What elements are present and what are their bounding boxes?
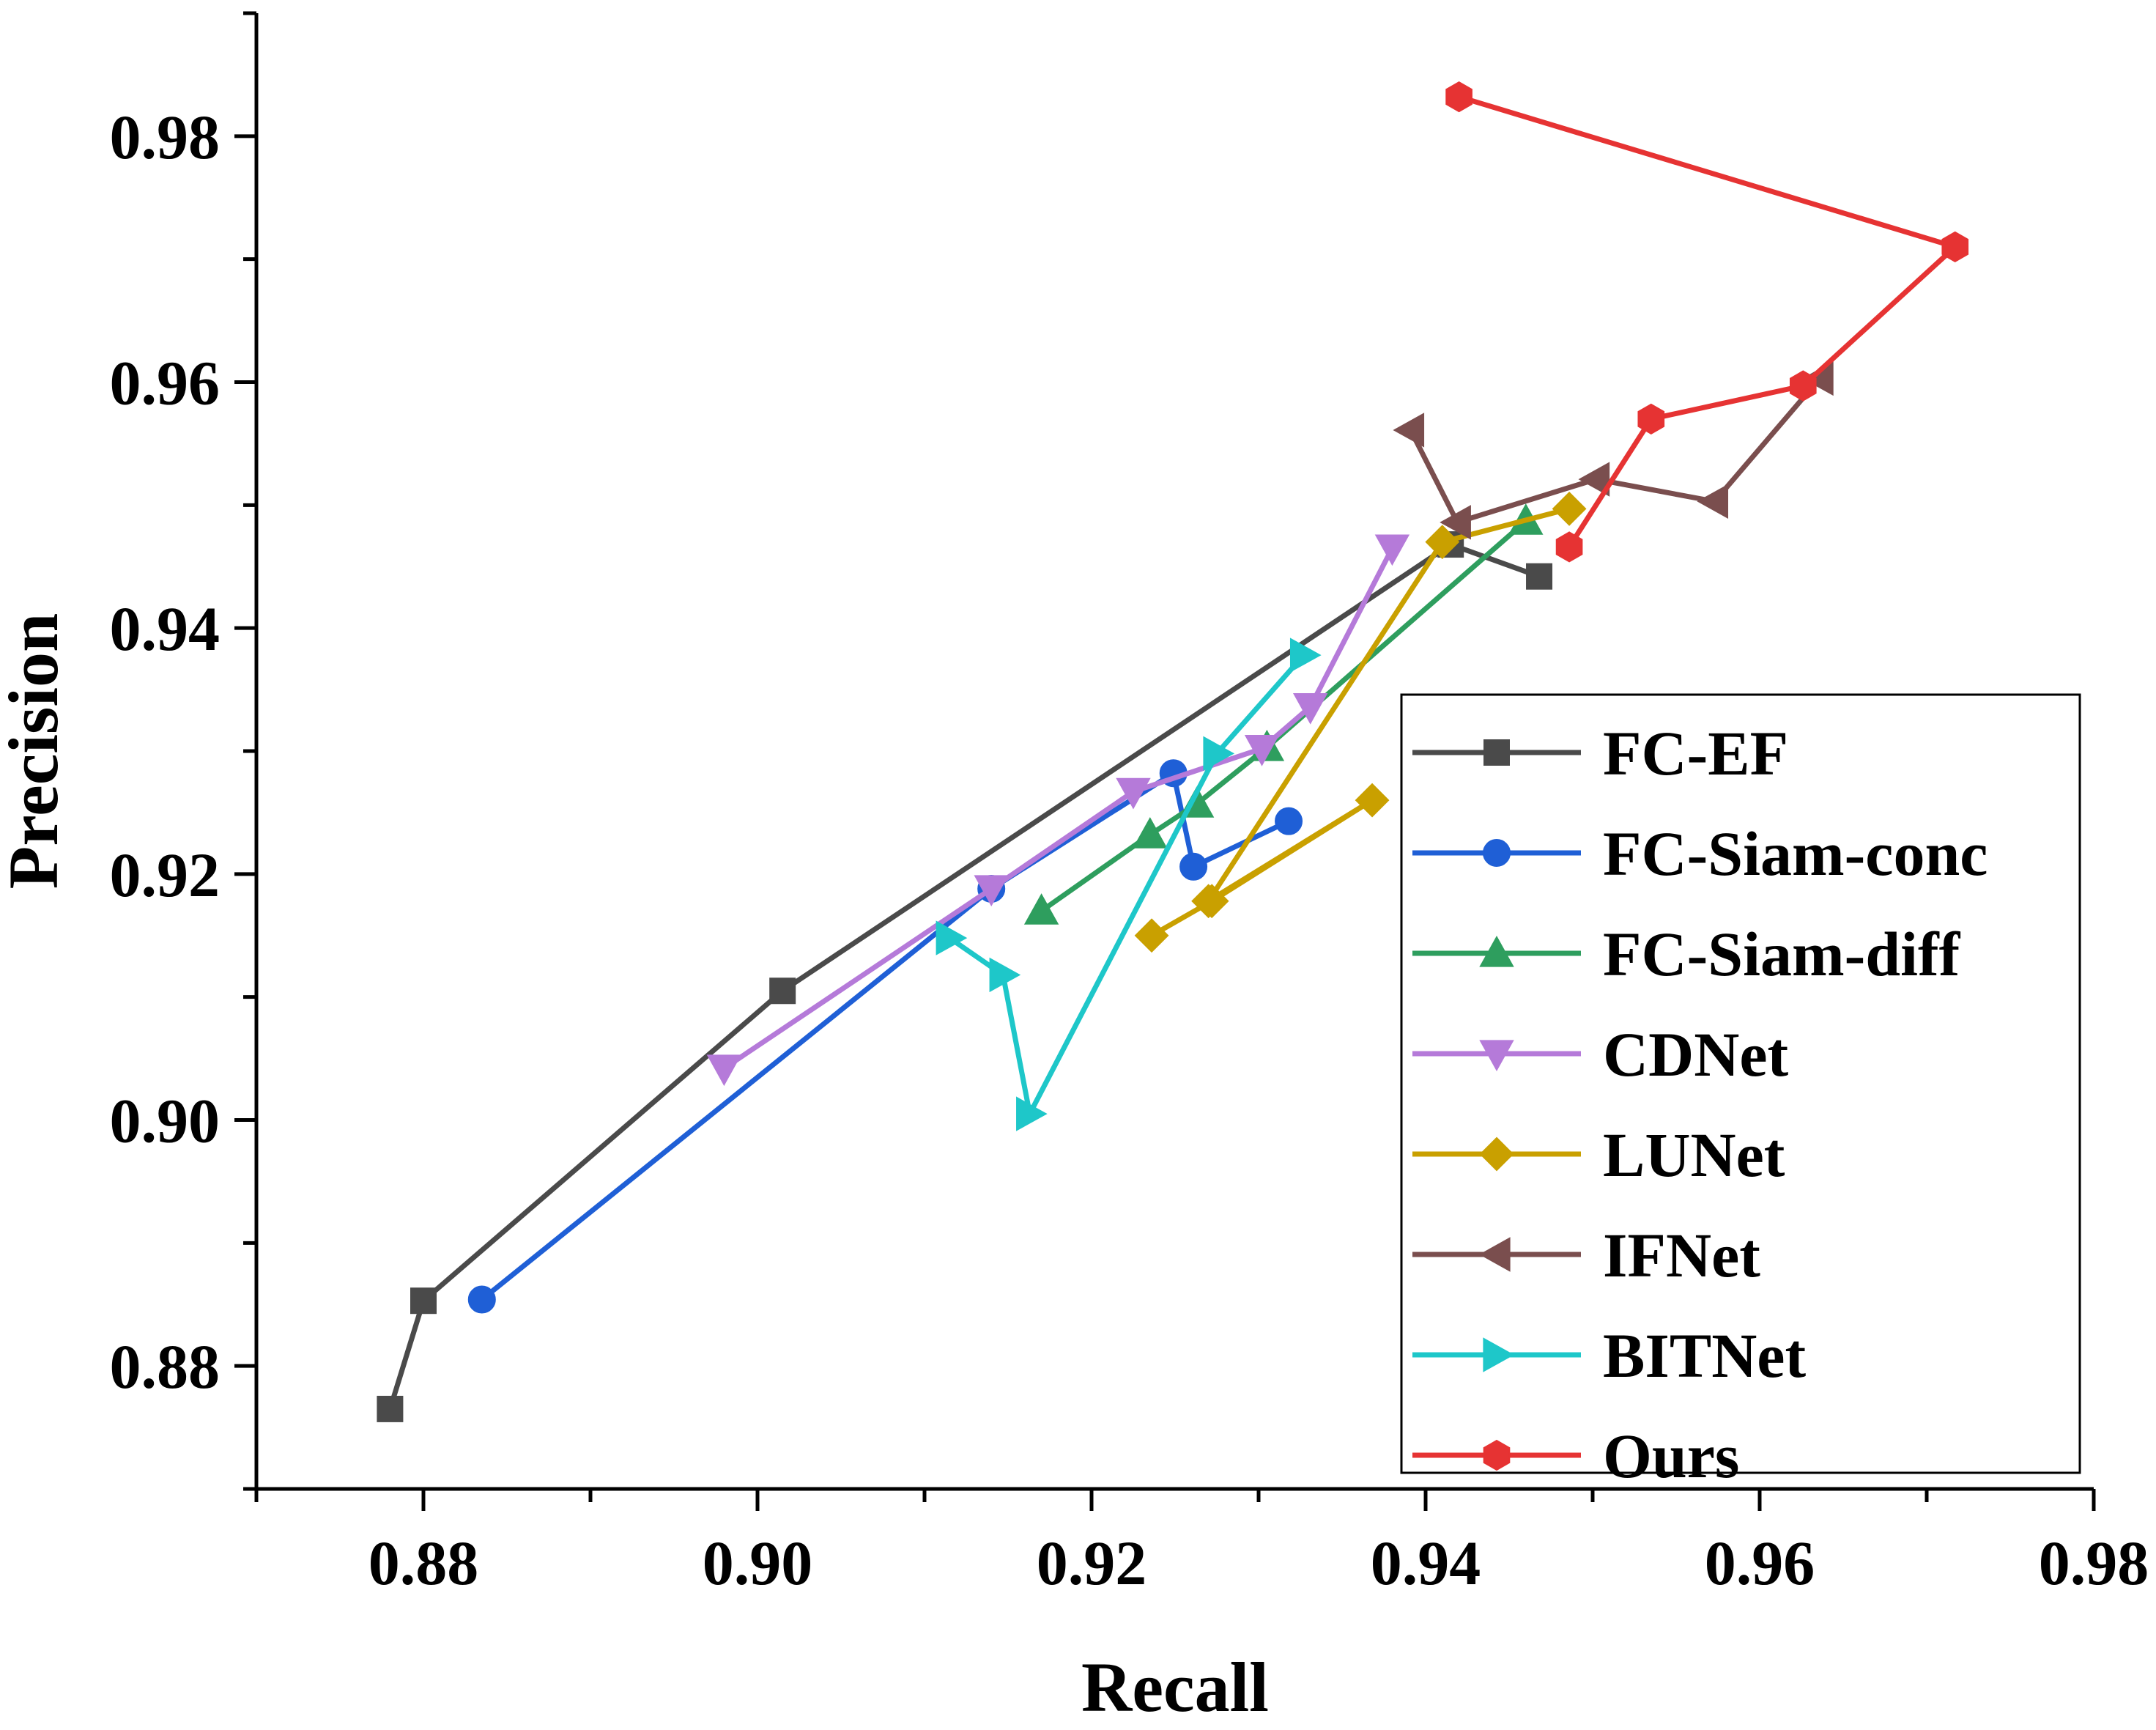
data-point-fc-ef (769, 977, 796, 1005)
y-ticks: 0.88 0.90 0.92 0.94 0.96 0.98 (110, 11, 256, 1491)
legend-item-fc-ef: FC-EF (1412, 718, 1788, 788)
legend-marker (1479, 1136, 1514, 1172)
legend-marker (1483, 839, 1511, 867)
data-point-ifnet (1578, 462, 1610, 497)
data-point-ours (1445, 81, 1472, 113)
data-point-fc-ef (377, 1395, 404, 1422)
y-tick-label: 0.90 (110, 1086, 221, 1156)
data-point-fc-ef (1526, 563, 1553, 590)
data-point-lunet (1191, 884, 1226, 919)
data-point-fc-ef (410, 1287, 437, 1315)
data-point-cdnet (974, 875, 1009, 907)
y-tick-label: 0.94 (110, 594, 221, 664)
data-point-cdnet (1374, 534, 1410, 566)
data-point-ifnet (1440, 505, 1471, 540)
x-tick-label: 0.90 (703, 1528, 813, 1598)
legend-label: Ours (1603, 1421, 1739, 1491)
series-lunet (1134, 491, 1587, 953)
legend-item-cdnet: CDNet (1412, 1019, 1788, 1090)
data-point-fc-siam-diff (1023, 893, 1059, 925)
data-point-fc-siam-conc (467, 1285, 496, 1314)
data-point-fc-siam-conc (1275, 807, 1303, 835)
legend-label: IFNet (1603, 1220, 1760, 1290)
legend: FC-EF FC-Siam-conc FC-Siam-diff CDNet LUNet I… (1400, 693, 2081, 1491)
x-tick-label: 0.88 (368, 1528, 479, 1598)
y-tick-label: 0.92 (110, 840, 221, 910)
y-tick-label: 0.98 (110, 102, 221, 172)
data-point-cdnet (1292, 692, 1328, 725)
series-cdnet (706, 534, 1410, 1087)
data-point-fc-siam-conc (1179, 852, 1208, 881)
legend-item-ours: Ours (1412, 1421, 1739, 1491)
x-ticks: 0.88 0.90 0.92 0.94 0.96 0.98 (254, 1489, 2149, 1598)
data-point-bitnet (989, 957, 1021, 993)
data-point-cdnet (706, 1054, 742, 1087)
legend-label: FC-EF (1603, 718, 1788, 788)
series-ifnet (1393, 361, 1834, 540)
legend-box (1400, 693, 2081, 1474)
legend-item-fc-siam-conc: FC-Siam-conc (1412, 818, 1988, 889)
legend-marker (1483, 739, 1510, 766)
y-axis-title: Precision (0, 613, 73, 890)
legend-label: LUNet (1603, 1120, 1785, 1190)
legend-label: FC-Siam-conc (1603, 818, 1988, 889)
legend-label: BITNet (1603, 1320, 1806, 1391)
data-point-bitnet (1289, 637, 1322, 673)
data-point-ifnet (1697, 484, 1729, 519)
data-point-lunet (1425, 525, 1460, 560)
x-axis-title: Recall (1081, 1648, 1269, 1726)
data-point-bitnet (1203, 736, 1235, 772)
data-point-cdnet (1244, 735, 1280, 766)
legend-item-lunet: LUNet (1412, 1120, 1785, 1190)
data-point-ours (1637, 403, 1665, 435)
x-tick-label: 0.94 (1371, 1528, 1481, 1598)
legend-marker (1483, 1337, 1515, 1372)
data-point-ours (1789, 370, 1817, 402)
y-tick-label: 0.96 (110, 348, 221, 418)
legend-item-bitnet: BITNet (1412, 1320, 1806, 1391)
y-tick-label: 0.88 (110, 1331, 221, 1402)
series-lines (377, 81, 1969, 1422)
data-point-cdnet (1116, 777, 1151, 810)
legend-marker (1479, 935, 1514, 967)
data-point-ours (1941, 231, 1969, 263)
x-tick-label: 0.98 (2039, 1528, 2149, 1598)
series-line-cdnet (722, 547, 1395, 1071)
x-tick-label: 0.96 (1705, 1528, 1815, 1598)
legend-marker (1483, 1439, 1511, 1471)
legend-marker (1479, 1040, 1514, 1072)
data-point-bitnet (936, 920, 968, 955)
legend-label: FC-Siam-diff (1603, 919, 1961, 989)
series-ours (1445, 81, 1969, 563)
legend-item-fc-siam-diff: FC-Siam-diff (1412, 919, 1961, 989)
legend-item-ifnet: IFNet (1412, 1220, 1760, 1290)
legend-label: CDNet (1603, 1019, 1788, 1090)
legend-marker (1478, 1237, 1511, 1272)
data-point-lunet (1355, 783, 1390, 818)
data-point-lunet (1552, 491, 1587, 526)
series-bitnet (936, 637, 1322, 1131)
data-point-ifnet (1393, 413, 1425, 448)
data-point-lunet (1134, 918, 1169, 953)
series-fc-ef (377, 531, 1553, 1422)
data-point-ours (1555, 531, 1583, 563)
x-tick-label: 0.92 (1037, 1528, 1147, 1598)
data-point-fc-siam-diff (1133, 817, 1168, 849)
data-point-bitnet (1016, 1096, 1048, 1131)
